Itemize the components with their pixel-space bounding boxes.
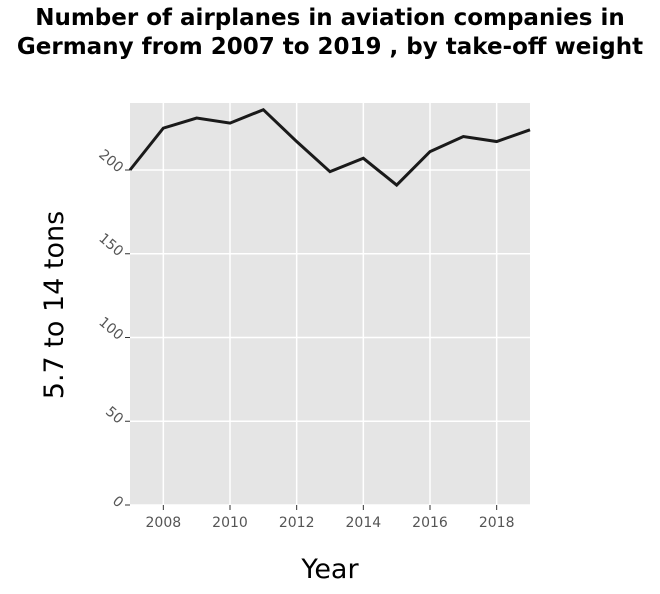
series-group bbox=[128, 107, 531, 188]
plot-area bbox=[130, 103, 530, 505]
x-tick-label: 2018 bbox=[479, 515, 515, 531]
y-axis-title: 5.7 to 14 tons bbox=[39, 211, 70, 399]
series-line bbox=[128, 107, 531, 188]
x-tick-label: 2008 bbox=[146, 515, 182, 531]
y-tick-label: 0 bbox=[109, 493, 126, 511]
y-tick-label: 200 bbox=[95, 147, 126, 176]
x-tick-label: 2016 bbox=[412, 515, 448, 531]
y-tick-label: 50 bbox=[102, 404, 126, 428]
x-tick-label: 2012 bbox=[279, 515, 315, 531]
y-tick-label: 100 bbox=[95, 314, 126, 343]
y-tick-label: 150 bbox=[95, 230, 126, 259]
x-axis-title: Year bbox=[300, 554, 359, 585]
chart-title: Number of airplanes in aviation companie… bbox=[16, 5, 644, 60]
x-tick-label: 2014 bbox=[346, 515, 382, 531]
x-tick-label: 2010 bbox=[212, 515, 248, 531]
